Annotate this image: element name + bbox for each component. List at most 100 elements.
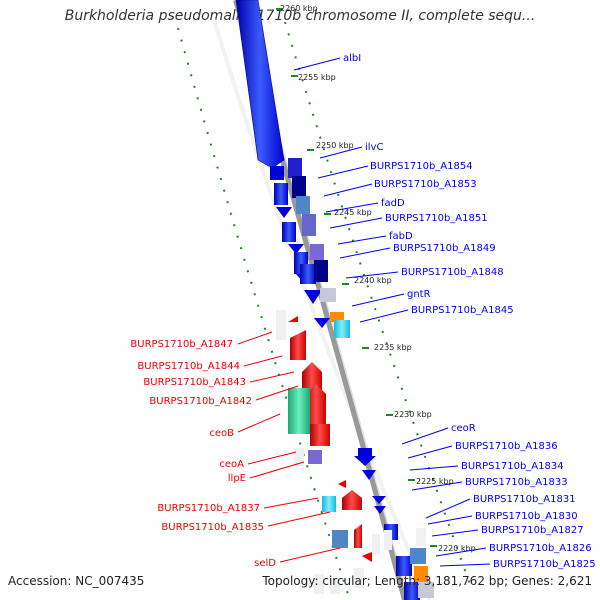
- forward-gene[interactable]: [334, 320, 350, 338]
- kbp-tick-label: 2220 kbp: [438, 544, 476, 553]
- gene-label[interactable]: BURPS1710b_A1848: [401, 267, 504, 278]
- forward-gene[interactable]: [320, 288, 336, 302]
- forward-gene[interactable]: [410, 548, 426, 564]
- forward-gene[interactable]: [288, 244, 304, 254]
- gene-label[interactable]: BURPS1710b_A1831: [473, 494, 576, 505]
- forward-gene-labels: [293, 57, 491, 567]
- gene-label[interactable]: BURPS1710b_A1837: [157, 503, 260, 514]
- gene-label[interactable]: selD: [254, 558, 276, 569]
- gene-label[interactable]: BURPS1710b_A1827: [481, 525, 584, 536]
- forward-gene[interactable]: [300, 264, 316, 284]
- reverse-gene[interactable]: [322, 496, 336, 512]
- reverse-gene[interactable]: [290, 330, 306, 360]
- gene-label[interactable]: llpE: [228, 473, 246, 484]
- accession-text: Accession: NC_007435: [8, 574, 145, 588]
- forward-gene[interactable]: [372, 534, 380, 554]
- kbp-tick-label: 2230 kbp: [394, 410, 432, 419]
- gene-label[interactable]: BURPS1710b_A1849: [393, 243, 496, 254]
- gene-label[interactable]: BURPS1710b_A1834: [461, 461, 564, 472]
- forward-gene[interactable]: [292, 176, 306, 198]
- reverse-gene[interactable]: [288, 388, 310, 434]
- reverse-gene[interactable]: [288, 316, 298, 322]
- gene-label[interactable]: BURPS1710b_A1853: [374, 179, 477, 190]
- map-title: Burkholderia pseudomallei 1710b chromoso…: [64, 8, 536, 24]
- forward-gene[interactable]: [372, 496, 386, 504]
- forward-gene-label-text: albI ilvC BURPS1710b_A1854 BURPS1710b_A1…: [343, 53, 596, 570]
- reverse-gene[interactable]: [338, 480, 346, 488]
- forward-gene[interactable]: [274, 183, 288, 205]
- inner-dotted-track: [177, 27, 351, 600]
- forward-gene[interactable]: [374, 506, 386, 514]
- forward-gene[interactable]: [276, 207, 292, 218]
- gene-label[interactable]: BURPS1710b_A1851: [385, 213, 488, 224]
- reverse-gene[interactable]: [342, 490, 362, 510]
- reverse-gene[interactable]: [302, 362, 322, 392]
- forward-gene[interactable]: [314, 260, 328, 282]
- reverse-gene[interactable]: [314, 574, 324, 594]
- reverse-gene[interactable]: [330, 578, 340, 594]
- forward-gene[interactable]: [354, 448, 376, 466]
- kbp-ticks: 2260 kbp 2255 kbp 2250 kbp 2245 kbp 2240…: [276, 4, 476, 553]
- forward-gene[interactable]: [404, 582, 420, 600]
- forward-gene[interactable]: [296, 196, 310, 214]
- gene-label[interactable]: BURPS1710b_A1833: [465, 477, 568, 488]
- reverse-gene[interactable]: [276, 310, 286, 340]
- gene-label[interactable]: BURPS1710b_A1835: [161, 522, 264, 533]
- gene-label[interactable]: BURPS1710b_A1843: [143, 377, 246, 388]
- forward-gene[interactable]: [288, 158, 302, 178]
- forward-gene[interactable]: [384, 530, 392, 550]
- forward-gene[interactable]: [414, 566, 428, 582]
- reverse-gene-label-text: BURPS1710b_A1847 BURPS1710b_A1844 BURPS1…: [130, 339, 276, 569]
- forward-gene[interactable]: [270, 166, 284, 180]
- gene-label[interactable]: fadD: [381, 198, 405, 209]
- forward-gene-albi[interactable]: [235, 0, 285, 169]
- forward-gene[interactable]: [310, 244, 324, 260]
- gene-label[interactable]: BURPS1710b_A1825: [493, 559, 596, 570]
- reverse-gene-labels: [237, 331, 341, 563]
- forward-gene-track: [270, 158, 434, 600]
- forward-gene[interactable]: [330, 312, 344, 322]
- kbp-tick-label: 2255 kbp: [298, 73, 336, 82]
- reverse-gene[interactable]: [332, 530, 348, 548]
- forward-gene[interactable]: [396, 556, 412, 576]
- gene-label[interactable]: BURPS1710b_A1854: [370, 161, 473, 172]
- forward-gene[interactable]: [314, 318, 330, 328]
- reverse-gene[interactable]: [294, 448, 304, 466]
- kbp-tick-label: 2245 kbp: [334, 208, 372, 217]
- gene-label[interactable]: BURPS1710b_A1826: [489, 543, 592, 554]
- gene-label[interactable]: BURPS1710b_A1830: [475, 511, 578, 522]
- outer-track: [212, 19, 432, 600]
- gene-label[interactable]: BURPS1710b_A1836: [455, 441, 558, 452]
- kbp-tick-label: 2260 kbp: [280, 4, 318, 13]
- kbp-tick-label: 2240 kbp: [354, 276, 392, 285]
- forward-gene[interactable]: [416, 528, 426, 546]
- reverse-gene[interactable]: [354, 568, 364, 588]
- forward-gene[interactable]: [304, 290, 322, 304]
- kbp-tick-label: 2225 kbp: [416, 477, 454, 486]
- reverse-gene[interactable]: [362, 552, 372, 562]
- gene-label[interactable]: BURPS1710b_A1845: [411, 305, 514, 316]
- forward-gene[interactable]: [418, 582, 434, 598]
- gene-label[interactable]: albI: [343, 53, 361, 64]
- gene-label[interactable]: gntR: [407, 289, 431, 300]
- forward-gene[interactable]: [302, 214, 316, 236]
- reverse-gene[interactable]: [308, 450, 322, 464]
- gene-label[interactable]: fabD: [389, 231, 413, 242]
- reverse-gene[interactable]: [306, 384, 326, 424]
- topology-text: Topology: circular; Length: 3,181,762 bp…: [262, 574, 592, 588]
- kbp-tick-label: 2250 kbp: [316, 141, 354, 150]
- gene-label[interactable]: ceoB: [209, 428, 234, 439]
- gene-label[interactable]: BURPS1710b_A1844: [137, 361, 240, 372]
- forward-gene[interactable]: [362, 470, 376, 480]
- gene-label[interactable]: ceoR: [451, 423, 476, 434]
- reverse-gene[interactable]: [310, 424, 330, 446]
- gene-label[interactable]: ceoA: [219, 459, 244, 470]
- gene-label[interactable]: BURPS1710b_A1842: [149, 396, 252, 407]
- forward-gene[interactable]: [282, 222, 296, 242]
- kbp-tick-label: 2235 kbp: [374, 343, 412, 352]
- reverse-gene[interactable]: [354, 524, 362, 548]
- reverse-gene-track: [276, 310, 372, 594]
- gene-label[interactable]: BURPS1710b_A1847: [130, 339, 233, 350]
- gene-label[interactable]: ilvC: [365, 142, 383, 153]
